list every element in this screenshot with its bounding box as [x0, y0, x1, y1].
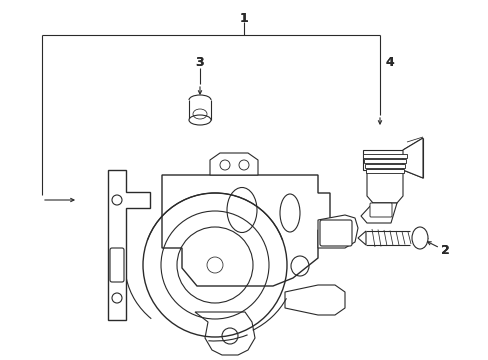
Text: 3: 3 — [195, 55, 204, 68]
Polygon shape — [209, 153, 258, 175]
Polygon shape — [360, 203, 396, 223]
Text: 1: 1 — [239, 12, 248, 24]
Polygon shape — [402, 138, 422, 178]
Polygon shape — [162, 175, 329, 286]
FancyBboxPatch shape — [365, 169, 403, 172]
FancyBboxPatch shape — [363, 159, 405, 162]
Ellipse shape — [411, 227, 427, 249]
Text: 2: 2 — [440, 243, 448, 256]
Polygon shape — [108, 170, 150, 320]
Polygon shape — [362, 150, 406, 170]
FancyBboxPatch shape — [364, 164, 404, 167]
Text: 4: 4 — [385, 55, 393, 68]
FancyBboxPatch shape — [110, 248, 124, 282]
Polygon shape — [195, 312, 254, 355]
Text: 4: 4 — [385, 55, 393, 68]
Polygon shape — [317, 215, 357, 248]
Text: 3: 3 — [195, 55, 204, 68]
FancyBboxPatch shape — [369, 203, 391, 217]
Polygon shape — [357, 231, 365, 245]
Polygon shape — [366, 170, 402, 203]
Polygon shape — [285, 285, 345, 315]
FancyBboxPatch shape — [362, 154, 406, 158]
Text: 2: 2 — [440, 243, 448, 256]
Ellipse shape — [189, 115, 210, 125]
FancyBboxPatch shape — [319, 220, 351, 246]
Text: 1: 1 — [239, 12, 248, 24]
